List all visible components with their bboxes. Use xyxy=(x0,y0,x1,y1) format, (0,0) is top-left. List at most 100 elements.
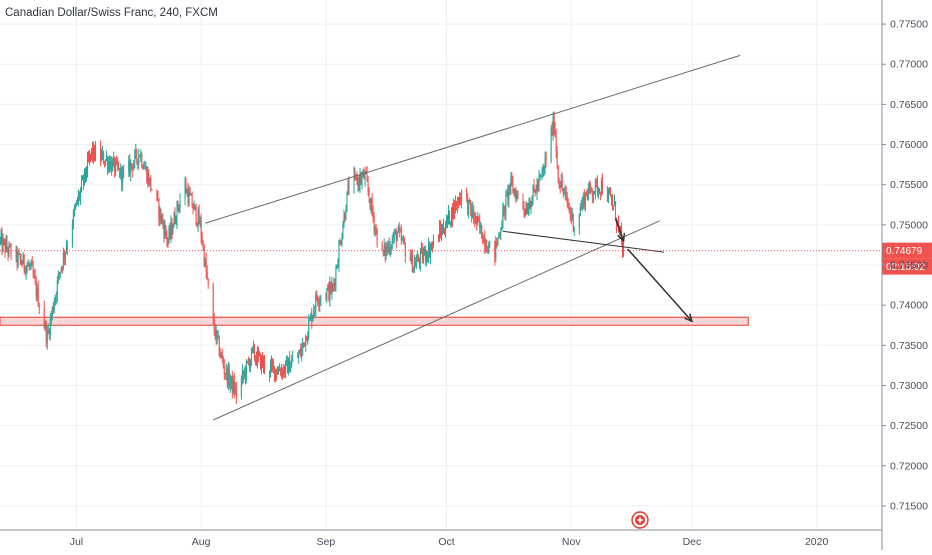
candle xyxy=(173,211,175,228)
candle-body xyxy=(179,199,181,208)
candle xyxy=(421,243,423,264)
candle xyxy=(515,187,517,204)
candle xyxy=(355,174,357,181)
candle-body xyxy=(173,213,175,228)
channel-upper-trendline[interactable] xyxy=(205,54,741,224)
candle xyxy=(383,238,385,257)
candle xyxy=(164,219,166,239)
candle-body xyxy=(253,346,255,359)
candle-body xyxy=(44,323,46,328)
candle xyxy=(384,242,386,263)
candles xyxy=(0,111,625,404)
candle-body xyxy=(497,237,499,245)
candle xyxy=(353,166,355,194)
candle-body xyxy=(315,294,317,310)
candle xyxy=(467,193,469,216)
candle xyxy=(119,167,121,179)
last-price-label: 0.74679 xyxy=(886,246,923,257)
candle xyxy=(454,200,456,219)
candle xyxy=(326,287,328,304)
candle-body xyxy=(21,263,23,265)
candle-body xyxy=(286,359,288,362)
candle-body xyxy=(53,302,55,311)
candle-body xyxy=(218,336,220,356)
candle-body xyxy=(578,214,580,229)
candle xyxy=(278,365,280,375)
x-tick-label: Aug xyxy=(192,536,211,548)
candle-body xyxy=(539,176,541,178)
candle xyxy=(54,294,56,306)
candle-body xyxy=(328,285,330,300)
candle-body xyxy=(235,387,237,397)
candle xyxy=(596,175,598,197)
candle-body xyxy=(476,216,478,224)
candle-body xyxy=(581,201,583,209)
channel-lower-trendline[interactable] xyxy=(213,220,660,421)
candle-body xyxy=(119,168,121,177)
candle-body xyxy=(297,356,299,358)
candle-body xyxy=(77,194,79,202)
candle xyxy=(134,149,136,169)
candle xyxy=(598,188,600,195)
candle xyxy=(272,357,274,373)
candle xyxy=(229,373,231,393)
candle-body xyxy=(587,190,589,198)
candle-body xyxy=(201,236,203,245)
candle xyxy=(207,277,209,289)
candle xyxy=(160,208,162,224)
candle-body xyxy=(589,183,591,188)
candle-body xyxy=(276,369,278,375)
candle xyxy=(253,343,255,362)
candle xyxy=(387,240,389,254)
candle-body xyxy=(112,160,114,172)
candle xyxy=(316,290,318,302)
projection-arrow[interactable] xyxy=(627,248,694,323)
candle-body xyxy=(106,157,108,160)
candle xyxy=(397,224,399,233)
candle xyxy=(170,215,172,243)
candle-body xyxy=(583,195,585,207)
candle-body xyxy=(598,188,600,193)
candle-body xyxy=(273,365,275,367)
candle-body xyxy=(9,244,11,247)
candle-body xyxy=(329,282,331,300)
candle xyxy=(95,140,97,162)
candle-body xyxy=(65,247,67,253)
candle-body xyxy=(49,318,51,336)
candle-body xyxy=(573,228,575,231)
candle xyxy=(144,160,146,169)
candle xyxy=(1,227,3,256)
candle-body xyxy=(384,245,386,256)
candle-body xyxy=(17,253,19,264)
candle-body xyxy=(584,192,586,207)
candle-body xyxy=(396,232,398,242)
candle-body xyxy=(314,309,316,312)
candle-body xyxy=(113,157,115,161)
candle-body xyxy=(169,229,171,236)
candle-body xyxy=(52,307,54,311)
candle-body xyxy=(516,193,518,201)
candle-body xyxy=(54,296,56,303)
candle xyxy=(175,215,177,226)
candle-body xyxy=(203,246,205,266)
candle-body xyxy=(620,229,622,231)
short-down-arrow[interactable] xyxy=(614,218,626,243)
mid-trendline[interactable] xyxy=(502,230,664,253)
candle-body xyxy=(306,336,308,342)
candle-body xyxy=(394,231,396,233)
candle-body xyxy=(92,148,94,157)
candle xyxy=(422,247,424,264)
candle-body xyxy=(446,217,448,229)
support-zone xyxy=(0,316,749,326)
candle-body xyxy=(345,211,347,219)
candle xyxy=(49,313,51,341)
candle-body xyxy=(245,361,247,378)
candle xyxy=(21,260,23,268)
reset-chart-icon[interactable] xyxy=(631,511,649,529)
candle xyxy=(0,236,1,246)
candle xyxy=(120,163,122,180)
candle xyxy=(442,223,444,236)
candle xyxy=(194,204,196,212)
candle-body xyxy=(175,221,177,223)
candle xyxy=(450,221,452,228)
